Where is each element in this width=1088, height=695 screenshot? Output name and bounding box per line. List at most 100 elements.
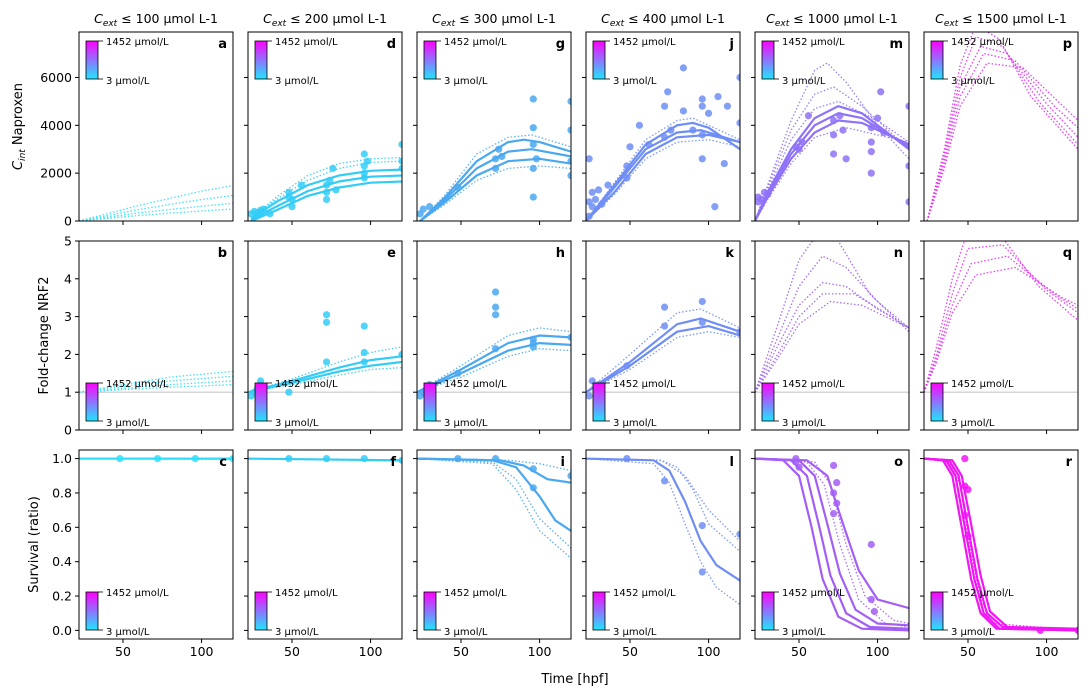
data-point [116, 454, 124, 463]
colorbar [85, 40, 99, 80]
plot-area [924, 241, 1078, 393]
colorbar-top-label: 1452 μmol/L [951, 379, 1014, 390]
panel-m: m 1452 μmol/L 3 μmol/L [751, 31, 910, 225]
y-tick-label: 0.4 [52, 554, 72, 569]
data-point [598, 200, 606, 208]
column-title: Cext ≤ 1500 μmol L-1 [935, 11, 1067, 29]
data-point [491, 155, 500, 163]
series-line-dotted [755, 457, 909, 625]
column-title-variable: C [601, 11, 610, 26]
plot-area [79, 184, 233, 221]
plot-area [248, 454, 402, 464]
x-tick-label: 100 [866, 644, 890, 659]
data-point [867, 124, 875, 132]
data-point [1074, 626, 1078, 635]
series-line-dotted [586, 139, 740, 221]
data-point [660, 322, 669, 330]
data-point [260, 205, 268, 213]
y-tick-label: 2 [64, 347, 72, 362]
x-tick-label: 50 [791, 644, 807, 659]
panel-e: e 1452 μmol/L 3 μmol/L [244, 240, 403, 434]
data-point [711, 203, 719, 211]
data-point [588, 188, 596, 196]
data-point [491, 164, 500, 172]
panel-f: 50 100 f 1452 μmol/L 3 μmol/L [244, 449, 403, 659]
data-point [964, 532, 972, 540]
data-point [836, 112, 844, 120]
colorbar [592, 382, 606, 422]
data-point [660, 303, 669, 311]
panel-letter: q [1063, 246, 1072, 261]
data-point [698, 155, 706, 163]
panel-letter: a [218, 37, 227, 52]
series-line-dotted [926, 32, 1078, 221]
data-point [870, 607, 879, 616]
data-point [529, 193, 537, 201]
series-line-solid [755, 112, 909, 221]
data-point [491, 454, 500, 463]
panel-h: h 1452 μmol/L 3 μmol/L [413, 240, 572, 434]
panel-letter: c [219, 455, 227, 470]
y-tick-label: 5 [64, 234, 72, 249]
colorbar-bottom-label: 3 μmol/L [613, 76, 657, 87]
data-point [567, 472, 571, 480]
colorbar-top-label: 1452 μmol/L [613, 379, 676, 390]
panel-frame [585, 240, 741, 431]
data-point [191, 454, 199, 463]
plot-area [79, 454, 233, 463]
column-title-subscript: ext [441, 19, 456, 29]
series-line-solid [417, 341, 571, 394]
y-tick-label: 0.0 [52, 623, 72, 638]
colorbar [254, 382, 268, 422]
plot-area [926, 32, 1078, 221]
data-point [495, 145, 503, 153]
data-point [664, 88, 672, 96]
data-point [723, 102, 732, 110]
series-line-dotted [79, 184, 233, 221]
data-point [905, 102, 909, 110]
series-line-solid [924, 457, 1078, 632]
series-line-solid [250, 168, 402, 220]
data-point [567, 97, 571, 105]
colorbar [930, 40, 944, 80]
data-point [594, 186, 603, 194]
panel-frame [416, 449, 572, 640]
colorbar-bottom-label: 3 μmol/L [106, 418, 150, 429]
panel-p: p 1452 μmol/L 3 μmol/L [920, 31, 1079, 225]
series-line-solid [417, 457, 571, 484]
series-line-solid [755, 457, 909, 632]
data-point [498, 152, 506, 161]
data-point [326, 176, 334, 184]
colorbar-top-label: 1452 μmol/L [106, 37, 169, 48]
colorbar-bottom-label: 3 μmol/L [951, 76, 995, 87]
series-line-dotted [79, 375, 233, 393]
panel-frame [923, 31, 1079, 222]
data-point [288, 195, 296, 204]
data-point [529, 124, 537, 132]
data-point [491, 288, 500, 296]
panel-b: 0 1 2 3 4 5 b 1452 μmol/L 3 μmol/L [64, 234, 234, 438]
data-point [288, 203, 296, 211]
y-tick-label: 1 [64, 385, 72, 400]
data-point [736, 73, 740, 82]
panel-n: n 1452 μmol/L 3 μmol/L [751, 240, 910, 434]
series-line-solid [586, 133, 740, 221]
panel-d: d 1452 μmol/L 3 μmol/L [244, 31, 403, 225]
data-point [529, 140, 537, 149]
colorbar-bottom-label: 3 μmol/L [613, 418, 657, 429]
panel-g: g 1452 μmol/L 3 μmol/L [413, 31, 572, 225]
data-point [322, 195, 331, 204]
data-point [297, 181, 306, 189]
data-point [588, 203, 596, 211]
data-point [961, 454, 969, 463]
data-point [1036, 626, 1044, 635]
data-point [635, 121, 644, 129]
panel-letter: f [390, 455, 396, 470]
plot-area [586, 64, 740, 221]
x-tick-label: 100 [528, 644, 552, 659]
data-point [829, 489, 838, 497]
data-point [285, 388, 293, 396]
series-line-dotted [586, 117, 740, 221]
y-tick-label: 0 [64, 214, 72, 229]
y-tick-label: 6000 [40, 70, 72, 85]
